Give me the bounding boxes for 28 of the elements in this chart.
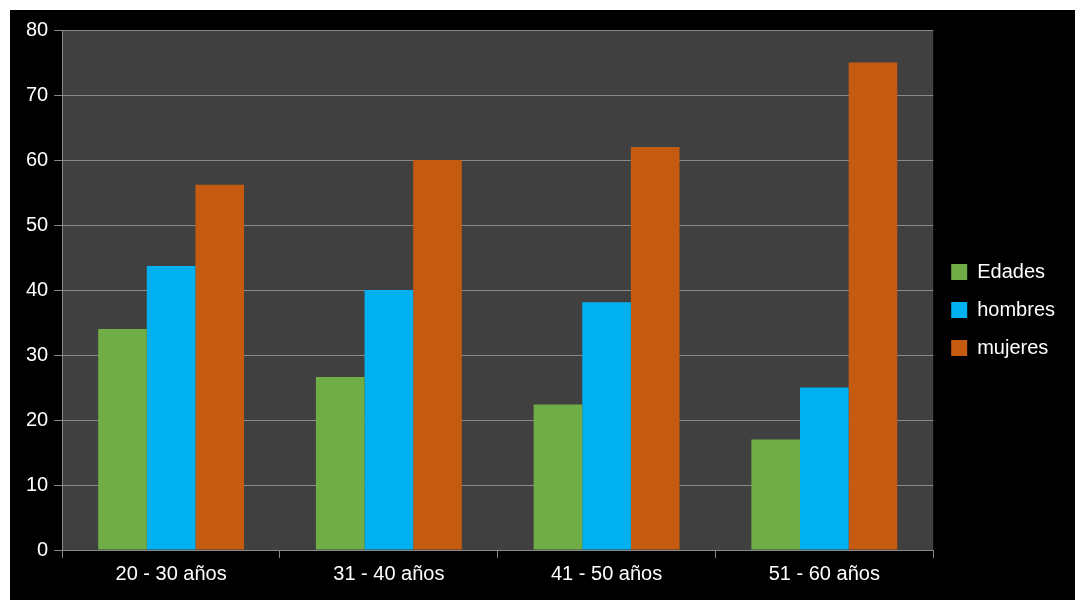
y-tick-label: 60	[26, 147, 49, 170]
y-tick-label: 0	[37, 537, 49, 560]
x-tick-label: 41 - 50 años	[550, 561, 663, 584]
bar	[582, 302, 631, 550]
y-tick-label: 20	[26, 407, 49, 430]
bar	[413, 160, 462, 550]
bar	[146, 265, 196, 550]
y-tick-label: 30	[26, 342, 49, 365]
x-tick-label: 31 - 40 años	[333, 561, 445, 584]
legend-label: hombres	[977, 297, 1055, 320]
y-tick-label: 50	[26, 212, 49, 235]
bar	[364, 290, 414, 550]
y-tick-label: 80	[26, 17, 49, 40]
y-tick-label: 10	[26, 472, 49, 495]
bar	[98, 329, 147, 550]
bar	[533, 404, 583, 550]
y-tick-label: 70	[26, 82, 49, 105]
bar	[630, 147, 680, 550]
x-tick-label: 51 - 60 años	[768, 561, 880, 584]
bar	[800, 387, 849, 550]
x-tick-label: 20 - 30 años	[115, 561, 227, 584]
bar	[315, 377, 365, 550]
bar	[848, 62, 898, 550]
bar	[751, 439, 801, 550]
legend-label: mujeres	[977, 335, 1049, 358]
legend-label: Edades	[977, 259, 1046, 282]
bar	[195, 184, 245, 550]
y-tick-label: 40	[26, 277, 49, 300]
